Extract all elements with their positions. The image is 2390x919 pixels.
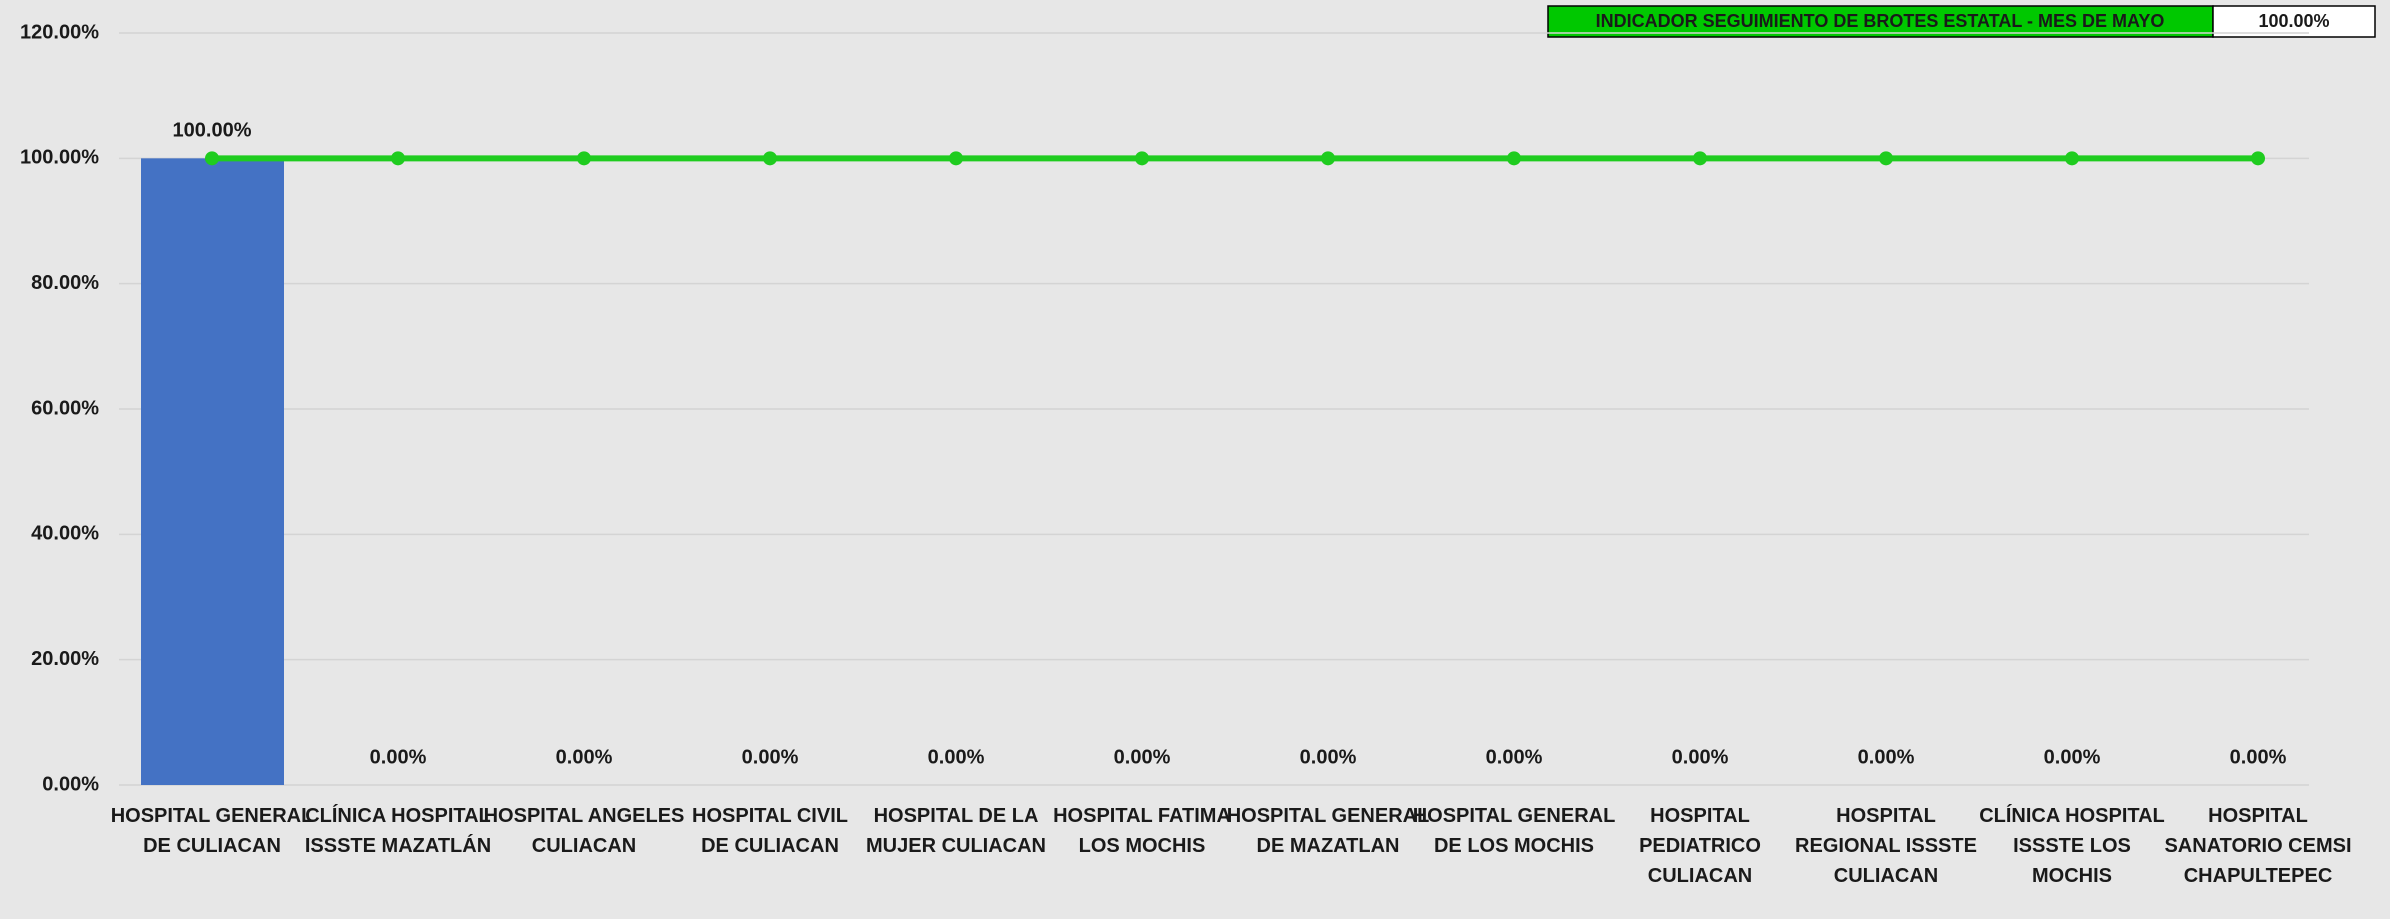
data-label: 0.00% (1300, 746, 1357, 768)
line-point (1507, 151, 1521, 166)
data-label: 0.00% (370, 746, 427, 768)
x-tick-label: HOSPITAL SANATORIO CEMSI CHAPULTEPEC (2164, 805, 2351, 887)
x-tick-label: HOSPITAL REGIONAL ISSSTE CULIACAN (1795, 805, 1977, 887)
line-point (1879, 151, 1893, 166)
x-tick-label: HOSPITAL GENERAL DE MAZATLAN (1227, 805, 1430, 857)
x-tick-label: HOSPITAL ANGELES CULIACAN (484, 805, 685, 857)
y-tick-label: 100.00% (20, 147, 99, 169)
y-tick-label: 40.00% (31, 523, 99, 545)
data-label: 0.00% (742, 746, 799, 768)
x-tick-label: CLÍNICA HOSPITAL ISSSTE LOS MOCHIS (1979, 804, 2165, 887)
line-point (205, 151, 219, 166)
data-label: 0.00% (1672, 746, 1729, 768)
data-label: 0.00% (2044, 746, 2101, 768)
x-tick-label: CLÍNICA HOSPITAL ISSSTE MAZATLÁN (305, 804, 491, 857)
line-point (949, 151, 963, 166)
y-tick-label: 80.00% (31, 272, 99, 294)
data-label: 100.00% (173, 120, 252, 142)
y-tick-label: 20.00% (31, 648, 99, 670)
x-tick-label: HOSPITAL GENERAL DE LOS MOCHIS (1413, 805, 1616, 857)
line-point (1321, 151, 1335, 166)
x-tick-label: HOSPITAL CIVIL DE CULIACAN (692, 805, 848, 857)
x-tick-label: HOSPITAL PEDIATRICO CULIACAN (1639, 805, 1761, 887)
y-tick-label: 120.00% (20, 21, 99, 43)
data-label: 0.00% (2230, 746, 2287, 768)
data-label: 0.00% (1858, 746, 1915, 768)
data-label: 0.00% (1486, 746, 1543, 768)
line-point (1693, 151, 1707, 166)
data-label: 0.00% (556, 746, 613, 768)
indicator-label-box (1547, 5, 2214, 38)
line-point (763, 151, 777, 166)
line-point (391, 151, 405, 166)
line-point (2065, 151, 2079, 166)
line-point (577, 151, 591, 166)
indicator-value-box (2212, 5, 2376, 38)
bar (141, 158, 284, 786)
y-tick-label: 0.00% (42, 773, 99, 795)
y-tick-label: 60.00% (31, 397, 99, 419)
data-label: 0.00% (1114, 746, 1171, 768)
data-label: 0.00% (928, 746, 985, 768)
line-point (1135, 151, 1149, 166)
x-tick-label: HOSPITAL GENERAL DE CULIACAN (111, 805, 314, 857)
x-tick-label: HOSPITAL DE LA MUJER CULIACAN (866, 805, 1046, 857)
indicator-value: 100.00% (2258, 11, 2329, 31)
x-tick-label: HOSPITAL FATIMA LOS MOCHIS (1053, 805, 1231, 857)
line-point (2251, 151, 2265, 166)
indicator-label: INDICADOR SEGUIMIENTO DE BROTES ESTATAL … (1596, 11, 2165, 31)
